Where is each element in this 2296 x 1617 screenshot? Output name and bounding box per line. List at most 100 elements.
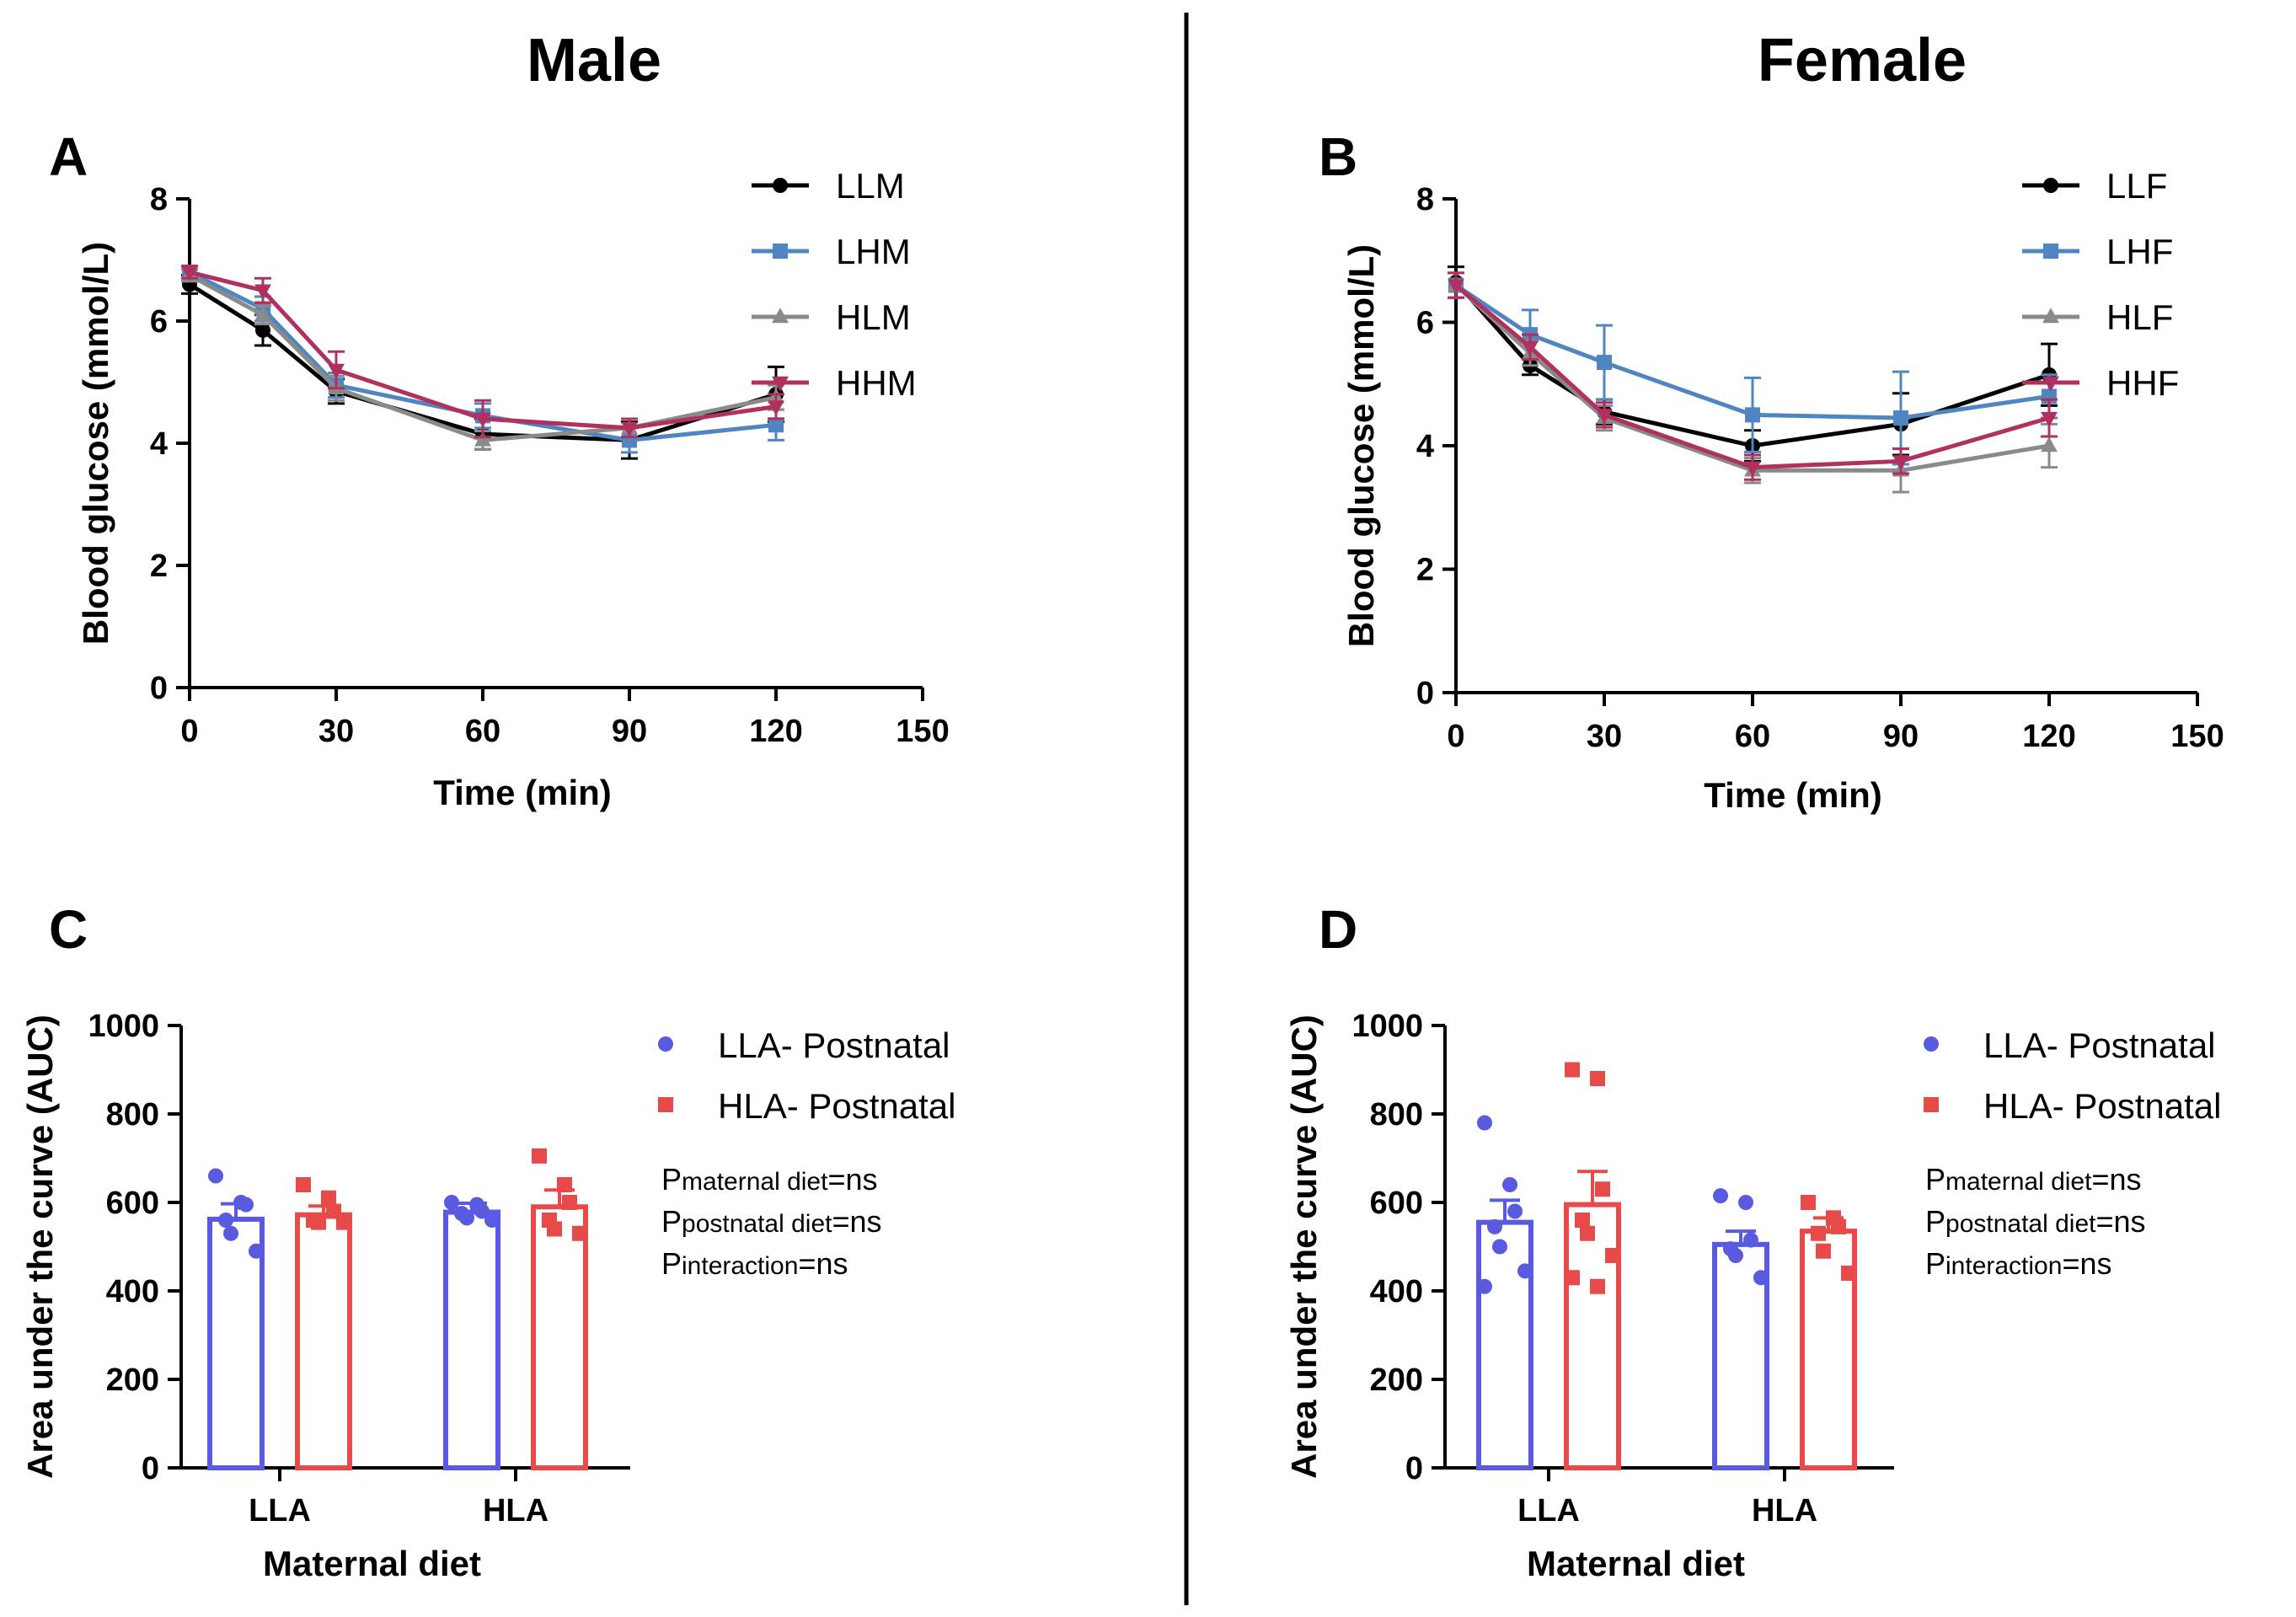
y-tick-label: 6	[150, 304, 168, 340]
series-line-lhm	[188, 270, 777, 442]
data-point	[1492, 1239, 1507, 1255]
data-point	[1590, 1278, 1605, 1294]
category-label: HLA	[1752, 1493, 1817, 1529]
y-tick-label: 600	[1370, 1186, 1423, 1221]
x-tick-label: 150	[896, 714, 949, 749]
stat-subscript: maternal diet	[1945, 1168, 2092, 1196]
x-tick-label: 30	[318, 714, 354, 749]
stat-line: Pmaternal diet=ns	[1925, 1162, 2142, 1197]
y-tick-label: 8	[150, 182, 168, 217]
data-point	[1831, 1218, 1846, 1234]
chart-b: 0 2 4 6 8 0 30 60 90 120 150 Time (min) Blood glucos…	[1341, 166, 2224, 815]
y-tick-label: 400	[1370, 1274, 1423, 1309]
legend-label: LLF	[2106, 166, 2167, 206]
data-point	[768, 400, 784, 416]
stat-p: P	[661, 1246, 682, 1281]
panel-label-b: B	[1319, 126, 1357, 187]
stat-subscript: postnatal diet	[682, 1210, 832, 1238]
x-tick-label: 30	[1587, 719, 1622, 754]
y-tick-label: 2	[150, 549, 168, 584]
legend-marker	[1924, 1097, 1939, 1112]
data-point	[254, 305, 271, 321]
data-point	[2041, 436, 2058, 452]
data-point	[321, 1190, 336, 1206]
data-point	[444, 1195, 459, 1210]
data-point	[572, 1225, 587, 1241]
series-line-lhf	[1454, 283, 2050, 420]
male-header: Male	[527, 27, 661, 94]
data-point	[459, 1210, 474, 1226]
stat-line: Pinteraction=ns	[661, 1246, 848, 1281]
data-point	[1502, 1177, 1517, 1192]
data-point	[484, 1213, 500, 1228]
legend-label: HHF	[2106, 363, 2179, 403]
stat-value: =ns	[2095, 1204, 2145, 1239]
data-point	[208, 1168, 223, 1184]
legend-marker	[772, 308, 789, 324]
data-point	[249, 1243, 264, 1259]
y-tick-label: 600	[106, 1186, 159, 1221]
y-axis-label: Area under the curve (AUC)	[1284, 1015, 1324, 1479]
legend-label: LHF	[2106, 232, 2173, 271]
data-point	[1816, 1243, 1831, 1259]
data-point	[557, 1177, 572, 1192]
bar	[531, 1204, 588, 1470]
legend-label: LLA- Postnatal	[1983, 1025, 2216, 1065]
legend-marker	[2043, 178, 2058, 193]
series-line-hhf	[1454, 283, 2050, 470]
y-tick-label: 800	[106, 1097, 159, 1132]
x-axis-label: Maternal diet	[263, 1544, 481, 1583]
y-tick-label: 200	[1370, 1363, 1423, 1398]
y-tick-label: 0	[150, 671, 168, 706]
data-point	[1580, 1225, 1595, 1241]
x-tick-label: 0	[1447, 719, 1464, 754]
data-point	[1728, 1248, 1743, 1263]
x-tick-label: 120	[749, 714, 802, 749]
data-point	[1575, 1213, 1590, 1228]
data-point	[1565, 1270, 1580, 1286]
data-point	[474, 412, 491, 428]
data-point	[1565, 1062, 1580, 1078]
x-axis-label: Time (min)	[433, 773, 612, 812]
stat-subscript: interaction	[1945, 1252, 2062, 1280]
legend-label: HLA- Postnatal	[1983, 1086, 2221, 1126]
chart-a: 0 2 4 6 8 0 30 60 90 120 150 Time (min) Blood glucos…	[76, 166, 950, 812]
data-point	[621, 421, 638, 437]
y-tick-label: 1000	[88, 1009, 159, 1044]
female-header: Female	[1758, 27, 1967, 94]
data-point	[1487, 1218, 1502, 1234]
legend-label: HLF	[2106, 297, 2173, 337]
y-tick-label: 0	[1416, 676, 1434, 711]
data-point	[1713, 1188, 1728, 1204]
data-point	[1517, 1263, 1533, 1279]
data-point	[474, 431, 491, 447]
data-point	[181, 265, 198, 281]
data-point	[562, 1195, 577, 1210]
data-point	[1596, 409, 1613, 425]
data-point	[1590, 1071, 1605, 1086]
data-point	[1893, 410, 1908, 426]
stat-subscript: maternal diet	[682, 1168, 828, 1196]
x-axis-label: Time (min)	[1704, 775, 1882, 815]
panel-label-c: C	[49, 899, 88, 960]
stat-line: Pmaternal diet=ns	[661, 1162, 878, 1197]
legend-marker	[1924, 1036, 1939, 1052]
data-point	[1892, 455, 1909, 471]
bar	[295, 1212, 352, 1470]
legend-marker	[772, 376, 789, 392]
data-point	[238, 1197, 254, 1213]
bar	[1476, 1219, 1533, 1470]
data-point	[1753, 1270, 1769, 1286]
y-tick-label: 0	[142, 1451, 159, 1486]
y-tick-label: 1000	[1351, 1009, 1423, 1044]
stat-p: P	[1925, 1246, 1945, 1281]
data-point	[223, 1225, 238, 1241]
stat-line: Ppostnatal diet=ns	[1925, 1204, 2146, 1239]
stat-p: P	[661, 1162, 682, 1197]
y-tick-label: 800	[1370, 1097, 1423, 1132]
stat-subscript: postnatal diet	[1945, 1210, 2096, 1238]
stat-value: =ns	[2062, 1246, 2111, 1281]
data-point	[1477, 1115, 1492, 1131]
